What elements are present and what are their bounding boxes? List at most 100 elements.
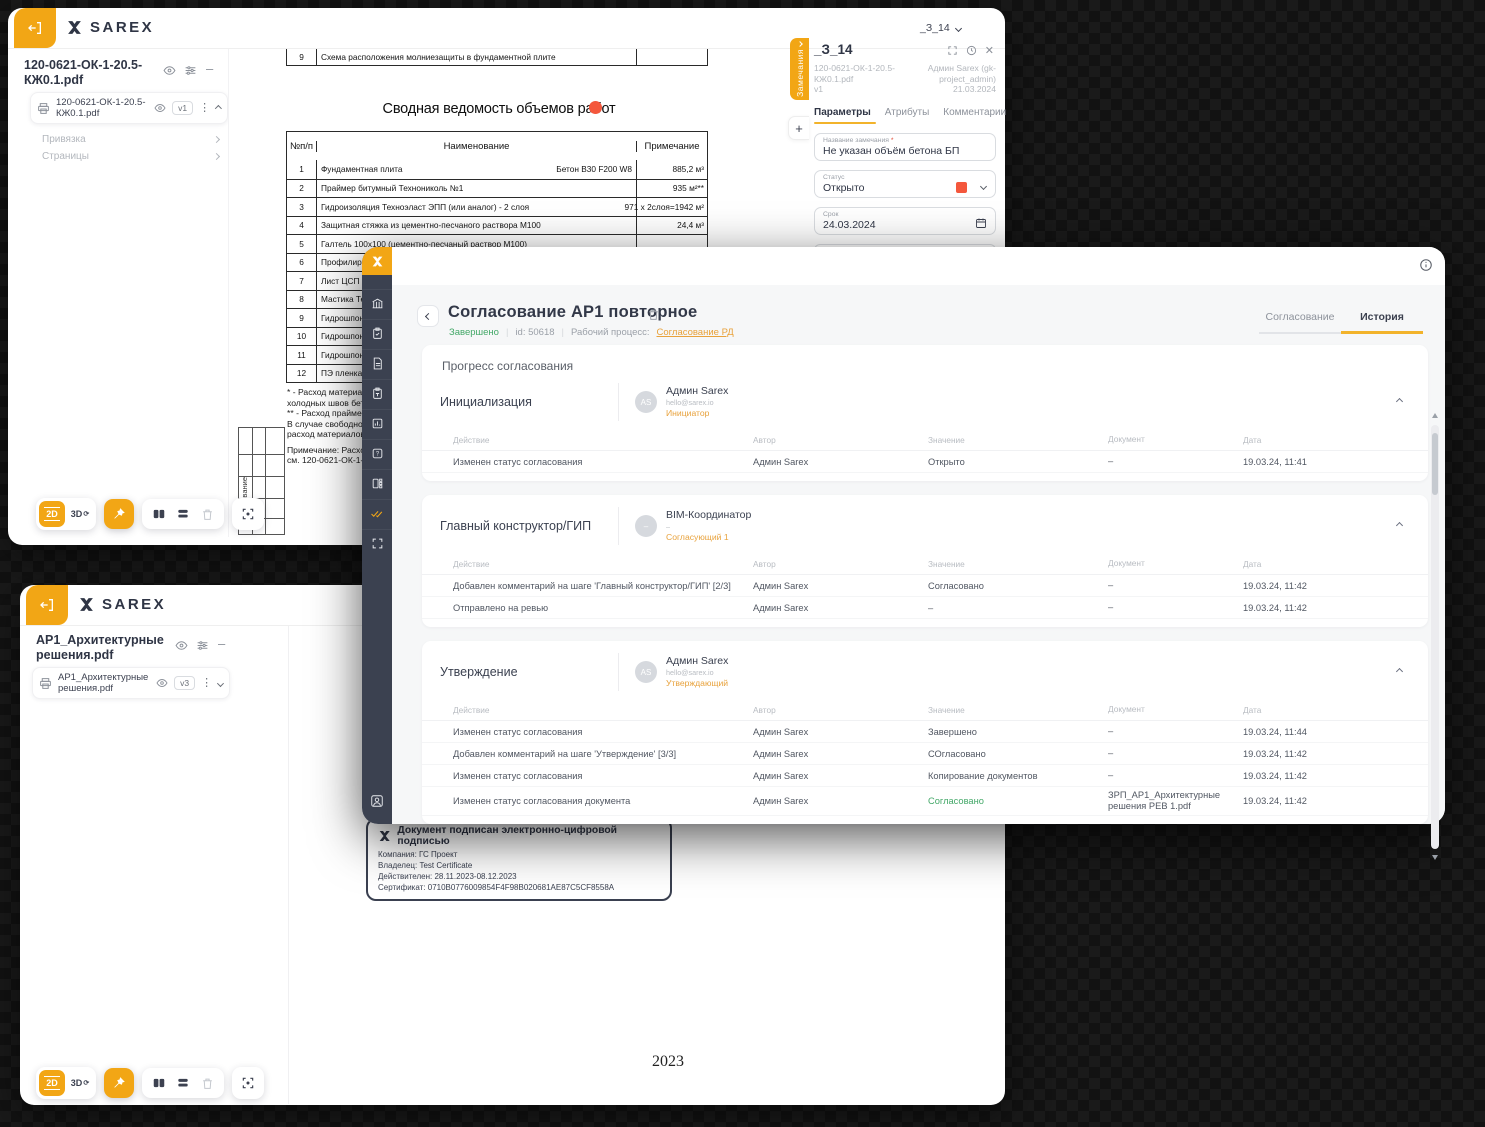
trash-icon[interactable]	[196, 1071, 218, 1095]
version-badge[interactable]: v1	[172, 101, 194, 115]
chevron-right-icon	[212, 152, 221, 161]
cell-action: Изменен статус согласования документа	[453, 796, 631, 806]
sidebar-item-help[interactable]: ?	[362, 439, 392, 467]
sidebar-item-fullscreen[interactable]	[362, 529, 392, 557]
collapse-section-button[interactable]	[1395, 521, 1404, 530]
remarks-side-tab[interactable]: Замечания	[790, 38, 809, 100]
pages-link[interactable]: Страницы	[42, 151, 89, 162]
remarks-tab-label: Замечания	[794, 49, 805, 97]
exit-button[interactable]	[14, 8, 56, 48]
sidebar-item-tasks[interactable]	[362, 379, 392, 407]
filter-settings-icon[interactable]	[184, 64, 197, 77]
collapse-section-button[interactable]	[1395, 397, 1404, 406]
document-title: 120-0621-ОК-1-20.5-КЖ0.1.pdf	[24, 58, 143, 87]
sidebar-item-forms[interactable]	[362, 469, 392, 497]
due-date-field[interactable]: Срок 24.03.2024	[814, 207, 996, 235]
file-row[interactable]: АР1_Архитектурные решения.pdf v3 ⋮	[32, 667, 230, 699]
sidebar-item-approvals-active[interactable]	[362, 499, 392, 527]
tab-parameters[interactable]: Параметры	[814, 106, 871, 118]
filter-settings-icon[interactable]	[196, 639, 209, 652]
stamp-title: Документ подписан электронно-цифровой по…	[397, 825, 618, 847]
switcher-label: _З_14	[920, 22, 950, 34]
calendar-icon[interactable]	[975, 217, 987, 229]
pin-tool-button[interactable]	[104, 1068, 134, 1098]
collapse-icon[interactable]: –	[218, 636, 226, 651]
brand-text: SAREX	[90, 19, 155, 36]
remark-name-field[interactable]: Название замечания * Не указан объём бет…	[814, 133, 996, 161]
remark-author: Админ Sarex (gk-project_admin)	[927, 63, 996, 84]
mode-2d-button[interactable]: 2D	[39, 1070, 65, 1096]
cell-value: Согласовано	[928, 796, 984, 806]
svg-text:?: ?	[375, 452, 379, 458]
collapse-icon[interactable]: –	[206, 61, 214, 76]
exit-button[interactable]	[26, 585, 68, 625]
tab-comments[interactable]: Комментарии	[943, 106, 1007, 118]
eye-icon[interactable]	[163, 64, 176, 77]
split-view-icon[interactable]	[148, 502, 170, 526]
eye-icon[interactable]	[156, 677, 168, 689]
tab-attributes[interactable]: Атрибуты	[884, 106, 930, 118]
mode-2d-button[interactable]: 2D	[39, 501, 65, 527]
history-clock-icon[interactable]	[966, 44, 977, 57]
back-button[interactable]	[417, 305, 439, 327]
sidebar-item-checklist[interactable]	[362, 319, 392, 347]
sarex-home-button[interactable]	[362, 247, 392, 275]
mode-3d-button[interactable]: 3D ⟳	[70, 509, 90, 519]
fit-view-button[interactable]	[235, 501, 261, 527]
approval-window: ? Согласование АР1 повторное Завершено |…	[362, 247, 1445, 860]
file-row[interactable]: 120-0621-ОК-1-20.5-КЖ0.1.pdf v1 ⋮	[30, 92, 228, 124]
cell-action: Изменен статус согласования	[453, 456, 583, 467]
document-switcher[interactable]: _З_14	[920, 22, 962, 34]
add-remark-button[interactable]: +	[788, 116, 809, 140]
kebab-menu-icon[interactable]: ⋮	[201, 677, 213, 689]
pdf-cell-note: 935 м²**	[672, 183, 704, 194]
binding-link[interactable]: Привязка	[42, 134, 86, 145]
pdf-cell-name: Галтель 100х100 (цементно-песчаный раств…	[317, 235, 637, 253]
layers-icon[interactable]	[172, 502, 194, 526]
tab-history[interactable]: История	[1341, 311, 1423, 334]
scroll-up-arrow[interactable]	[1432, 413, 1438, 418]
version-badge[interactable]: v3	[174, 676, 196, 690]
sidebar-item-model[interactable]	[362, 289, 392, 317]
scrollbar-thumb[interactable]	[1432, 433, 1438, 495]
tab-approval[interactable]: Согласование	[1259, 311, 1341, 334]
history-rows: Добавлен комментарий на шаге 'Главный ко…	[422, 575, 1428, 619]
eye-icon[interactable]	[175, 639, 188, 652]
scroll-down-arrow[interactable]	[1432, 855, 1438, 860]
cell-value: СОгласовано	[928, 748, 986, 759]
pdf-note-line: расход материалов на бит	[287, 429, 393, 439]
user-role: Инициатор	[666, 408, 710, 419]
eye-icon[interactable]	[154, 102, 166, 114]
status-field[interactable]: Статус Открыто	[814, 170, 996, 198]
history-row: Изменен статус согласования Админ Sarex …	[422, 765, 1428, 787]
sidebar-item-documents[interactable]	[362, 349, 392, 377]
pdf-note-line: холодных швов бетонирова	[287, 397, 398, 408]
pin-tool-button[interactable]	[104, 499, 134, 529]
trash-icon[interactable]	[196, 502, 218, 526]
expand-icon[interactable]	[947, 44, 958, 57]
cell-value: Открыто	[928, 456, 965, 467]
process-link[interactable]: Согласование РД	[656, 327, 734, 338]
collapse-section-button[interactable]	[1395, 667, 1404, 676]
field-label: Статус	[823, 174, 845, 181]
chevron-down-icon[interactable]	[217, 679, 225, 687]
info-icon[interactable]	[1419, 258, 1433, 272]
history-col-header: Дата	[1243, 558, 1262, 569]
pdf-cell-num: 2	[287, 179, 317, 197]
close-icon[interactable]: ✕	[984, 45, 994, 57]
pdf-cell-name: Гидроизоляция Техноэласт ЭПП (или аналог…	[317, 198, 637, 216]
remark-dot[interactable]	[589, 101, 602, 114]
pdf-cell-num: 12	[287, 364, 317, 382]
mode-3d-button[interactable]: 3D ⟳	[70, 1078, 90, 1088]
chevron-up-icon[interactable]	[215, 104, 223, 112]
kebab-menu-icon[interactable]: ⋮	[199, 102, 211, 114]
layers-icon[interactable]	[172, 1071, 194, 1095]
cell-date: 19.03.24, 11:41	[1243, 456, 1307, 467]
delete-approval-icon[interactable]	[647, 308, 660, 321]
fit-view-button[interactable]	[235, 1070, 261, 1096]
pdf-year-label: 2023	[652, 1053, 684, 1070]
sidebar-profile-avatar[interactable]	[362, 787, 392, 815]
scrollbar[interactable]	[1431, 425, 1439, 849]
sidebar-item-reports[interactable]	[362, 409, 392, 437]
split-view-icon[interactable]	[148, 1071, 170, 1095]
